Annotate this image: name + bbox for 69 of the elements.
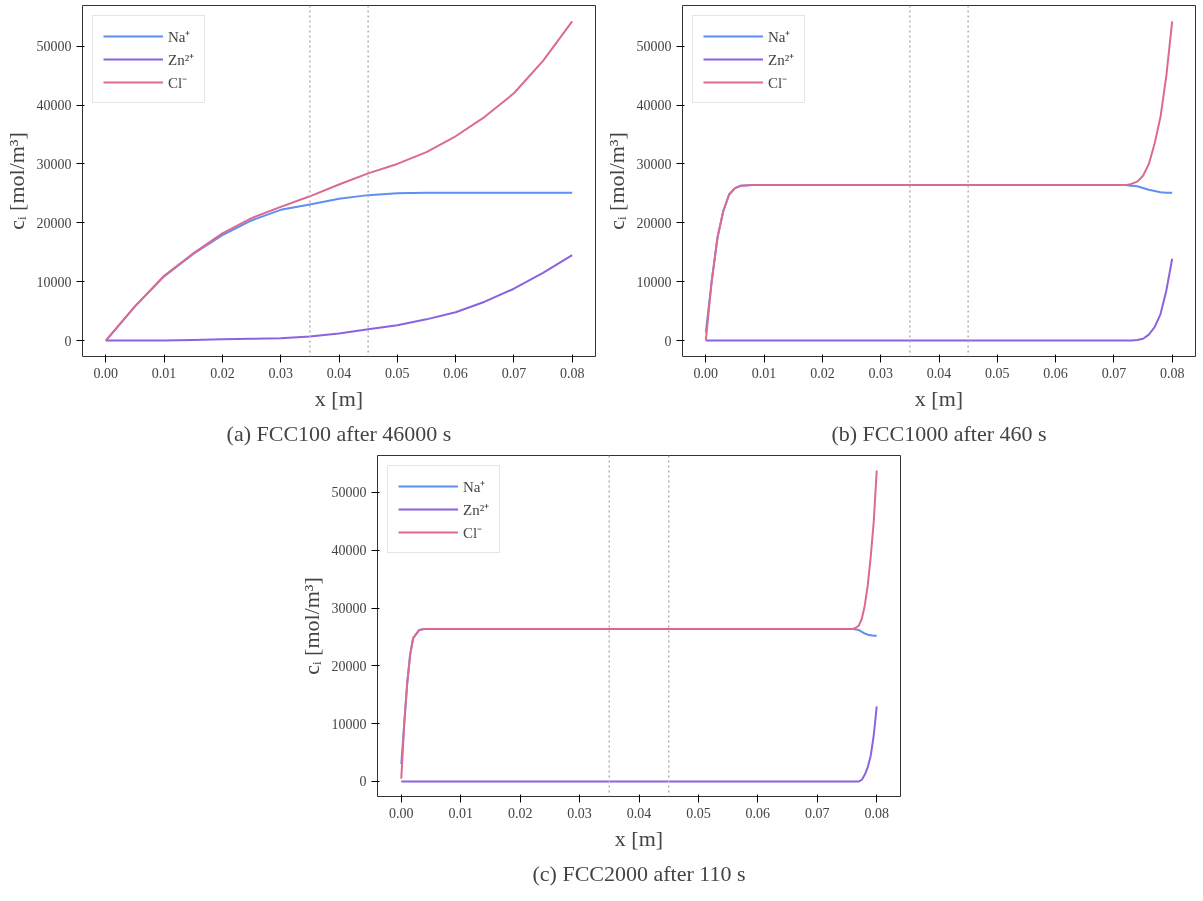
legend-label: Zn²⁺ [463, 501, 490, 519]
x-tick-label: 0.08 [1159, 365, 1185, 381]
y-tick-label: 50000 [36, 39, 72, 55]
y-tick-label: 10000 [36, 274, 72, 290]
legend-label: Na⁺ [768, 28, 791, 46]
legend-label: Zn²⁺ [168, 51, 195, 69]
y-tick-label: 0 [64, 333, 72, 349]
y-axis-title: cᵢ [mol/m³] [3, 132, 29, 230]
line-series [104, 254, 574, 342]
x-tick-label: 0.04 [626, 805, 652, 821]
x-tick-label: 0.01 [151, 365, 177, 381]
line-series [400, 705, 878, 783]
y-tick-label: 0 [664, 333, 672, 349]
legend-label: Na⁺ [463, 478, 486, 496]
y-tick-label: 20000 [36, 215, 72, 231]
y-tick-label: 30000 [331, 601, 367, 617]
text: (b) FCC1000 after 460 s [831, 420, 1047, 446]
x-tick-label: 0.04 [326, 365, 352, 381]
x-tick-label: 0.04 [926, 365, 952, 381]
x-tick-label: 0.08 [864, 805, 889, 821]
y-tick-label: 20000 [331, 658, 367, 674]
x-tick-label: 0.05 [385, 365, 410, 381]
x-tick-label: 0.01 [448, 805, 473, 821]
x-tick-label: 0.03 [567, 805, 592, 821]
x-tick-label: 0.03 [268, 365, 293, 381]
legend-label: Cl⁻ [768, 74, 788, 92]
x-tick-label: 0.00 [389, 805, 414, 821]
x-tick-label: 0.01 [751, 365, 777, 381]
x-axis-title: x [m] [614, 825, 664, 851]
y-tick-label: 30000 [636, 156, 672, 172]
y-tick-label: 30000 [36, 156, 72, 172]
x-tick-label: 0.02 [507, 805, 533, 821]
y-tick-label: 50000 [636, 39, 672, 55]
line-series [704, 257, 1174, 342]
x-tick-label: 0.08 [559, 365, 585, 381]
legend-label: Cl⁻ [168, 74, 188, 92]
y-tick-label: 10000 [331, 716, 367, 732]
y-axis-title: cᵢ [mol/m³] [603, 132, 629, 230]
line-series [400, 469, 878, 780]
x-tick-label: 0.03 [868, 365, 893, 381]
y-tick-label: 10000 [636, 274, 672, 290]
y-tick-label: 20000 [636, 215, 672, 231]
legend-label: Zn²⁺ [768, 51, 795, 69]
text: (a) FCC100 after 46000 s [226, 420, 452, 446]
x-tick-label: 0.07 [805, 805, 830, 821]
x-tick-label: 0.06 [1043, 365, 1068, 381]
x-tick-label: 0.02 [810, 365, 835, 381]
x-tick-label: 0.05 [686, 805, 711, 821]
x-tick-label: 0.05 [985, 365, 1010, 381]
legend-label: Na⁺ [168, 28, 191, 46]
legend-label: Cl⁻ [463, 524, 483, 542]
x-axis-title: x [m] [314, 385, 364, 411]
x-tick-label: 0.06 [745, 805, 771, 821]
x-axis-title: x [m] [914, 385, 964, 411]
x-tick-label: 0.06 [443, 365, 468, 381]
x-tick-label: 0.00 [93, 365, 119, 381]
text: (c) FCC2000 after 110 s [532, 860, 746, 886]
y-tick-label: 40000 [636, 98, 672, 114]
x-tick-label: 0.02 [210, 365, 235, 381]
y-tick-label: 50000 [331, 485, 367, 501]
y-tick-label: 40000 [36, 98, 72, 114]
y-axis-title: cᵢ [mol/m³] [298, 577, 324, 675]
x-tick-label: 0.00 [693, 365, 719, 381]
line-series [704, 20, 1174, 342]
line-series [104, 20, 574, 342]
x-tick-label: 0.07 [501, 365, 527, 381]
y-tick-label: 40000 [331, 543, 367, 559]
y-tick-label: 0 [359, 774, 367, 790]
x-tick-label: 0.07 [1101, 365, 1127, 381]
